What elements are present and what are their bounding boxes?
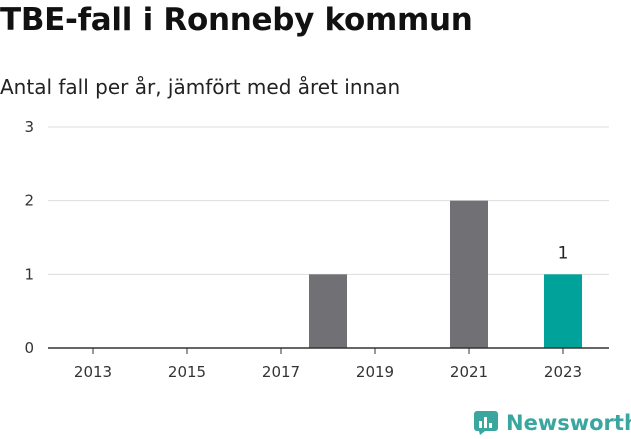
x-tick-label-2017: 2017 [262,363,300,381]
x-tick-label-2021: 2021 [450,363,488,381]
data-label-2023: 1 [558,243,569,263]
y-tick-label: 1 [24,265,34,283]
brand-logo: Newsworthy [474,407,631,439]
x-tick-label-2013: 2013 [74,363,112,381]
bar-2023 [544,274,582,348]
y-tick-label: 2 [24,192,34,210]
brand-name: Newsworthy [506,411,631,435]
x-tick-label-2019: 2019 [356,363,394,381]
chart-title: TBE-fall i Ronneby kommun [0,2,473,38]
y-tick-label: 0 [24,339,34,357]
bar-chart: 0 1 2 3 1 2013 2015 2017 2019 2021 2023 [24,118,609,381]
x-tick-label-2015: 2015 [168,363,206,381]
chart-subtitle: Antal fall per år, jämfört med året inna… [0,75,401,99]
newsworthy-logo-icon [474,411,498,435]
x-tick-label-2023: 2023 [544,363,582,381]
bar-2021 [450,200,488,348]
bar-2018 [309,274,347,348]
y-tick-label: 3 [24,118,34,136]
